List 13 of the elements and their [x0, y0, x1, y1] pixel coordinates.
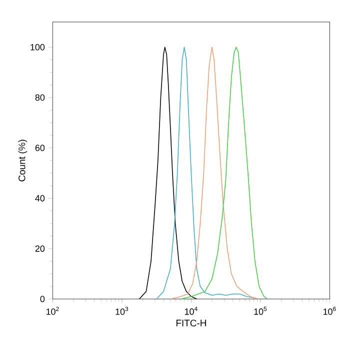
x-tick-label: 10$^{6}$ [323, 306, 336, 315]
y-tick-label: 20 [35, 245, 45, 252]
y-axis-title: Count (%) [18, 140, 28, 182]
x-axis-title: FITC-H [176, 320, 206, 326]
y-tick-label: 60 [35, 144, 45, 152]
y-tick-label: 80 [35, 94, 45, 101]
x-tick-label: 10$^{5}$ [254, 306, 267, 315]
x-tick-label: 10$^{3}$ [116, 306, 128, 315]
y-tick-label: 0 [40, 296, 45, 302]
y-tick-label: 100 [30, 44, 45, 50]
y-tick-label: 40 [35, 195, 45, 202]
x-tick-label: 10$^{4}$ [184, 306, 198, 315]
x-tick-label: 10$^{2}$ [46, 306, 59, 315]
